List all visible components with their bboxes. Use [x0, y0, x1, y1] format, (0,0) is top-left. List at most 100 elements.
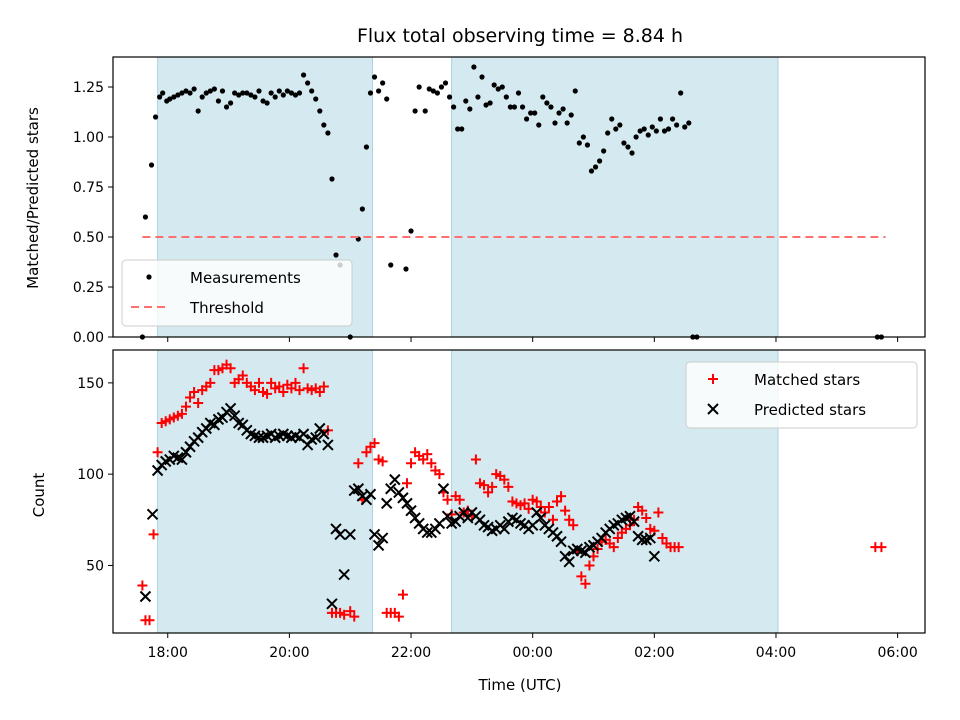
- matched-stars-point: [422, 449, 433, 460]
- measurements-point: [495, 86, 501, 92]
- measurements-point: [686, 120, 692, 126]
- measurements-point: [211, 86, 217, 92]
- measurements-point: [280, 92, 286, 98]
- matched-stars-point: [499, 474, 510, 485]
- measurements-point: [268, 90, 274, 96]
- measurements-point: [674, 122, 680, 128]
- measurements-point: [171, 94, 177, 100]
- matched-stars-point: [314, 386, 325, 397]
- predicted-stars-point: [310, 431, 322, 444]
- measurements-point: [240, 90, 246, 96]
- predicted-stars-point: [563, 556, 575, 568]
- predicted-stars-point: [180, 446, 192, 458]
- matched-stars-point: [148, 529, 159, 540]
- predicted-stars-point: [385, 483, 397, 495]
- measurements-point: [601, 148, 607, 154]
- matched-stars-point: [249, 385, 260, 396]
- measurements-point: [183, 88, 189, 94]
- measurements-point: [236, 92, 242, 98]
- matched-stars-point: [205, 377, 216, 388]
- predicted-stars-point: [409, 512, 421, 524]
- measurements-point: [207, 88, 213, 94]
- measurements-point: [333, 252, 339, 258]
- y-tick-label: 100: [77, 467, 104, 483]
- measurements-point: [467, 106, 473, 112]
- matched-stars-point: [406, 458, 417, 469]
- legend: Measurements Threshold: [121, 259, 353, 327]
- measurements-point: [157, 94, 163, 100]
- matched-stars-point: [397, 589, 408, 600]
- measurements-point: [540, 94, 546, 100]
- axes-frame: [112, 56, 926, 338]
- y-tick-label: 150: [77, 376, 104, 392]
- matched-stars-point: [349, 611, 360, 622]
- measurements-point: [678, 90, 684, 96]
- measurements-point: [560, 106, 566, 112]
- matched-stars-point: [418, 454, 429, 465]
- measurements-point: [422, 108, 428, 114]
- measurements-point: [223, 104, 230, 110]
- measurements-point: [434, 90, 440, 96]
- matched-stars-point: [519, 498, 530, 509]
- predicted-stars-point: [146, 508, 159, 521]
- y-tick-label: 0.75: [73, 180, 104, 196]
- top-panel: 0.00 0.25 0.50 0.75 1.00 1.25 Measurements Thre…: [73, 56, 926, 346]
- measurements-point: [438, 84, 445, 90]
- x-tick-label: 04:00: [756, 645, 796, 661]
- legend: Matched stars Predicted stars: [685, 361, 918, 429]
- measurements-point: [203, 90, 209, 96]
- measurements-point: [325, 130, 331, 136]
- y-tick-label: 0.25: [73, 280, 104, 296]
- predicted-stars-point: [322, 439, 334, 451]
- measurements-point: [252, 94, 258, 100]
- observing-window-shade: [451, 57, 779, 337]
- predicted-stars-point: [429, 523, 442, 535]
- measurements-point: [544, 100, 550, 106]
- matched-stars-point: [339, 609, 350, 620]
- predicted-stars-point: [360, 494, 373, 506]
- matched-stars-point: [318, 381, 329, 392]
- predicted-stars-point: [176, 453, 188, 466]
- matched-stars-point: [193, 397, 204, 408]
- measurements-point: [641, 126, 647, 132]
- predicted-stars-point: [192, 431, 204, 444]
- measurements-point: [637, 128, 643, 134]
- matched-stars-point: [290, 377, 301, 388]
- predicted-stars-point: [228, 410, 241, 422]
- y-tick-label: 0.50: [73, 230, 104, 246]
- measurements-point: [152, 114, 159, 120]
- measurements-point: [359, 206, 365, 212]
- matched-stars-point: [673, 542, 684, 553]
- predicted-stars-point: [326, 598, 338, 610]
- predicted-stars-point: [200, 422, 212, 435]
- measurements-point: [665, 126, 672, 132]
- predicted-stars-point: [297, 428, 310, 440]
- matched-stars-point: [547, 514, 558, 525]
- legend-marker: [146, 274, 152, 280]
- matched-stars-point: [612, 533, 623, 544]
- measurements-point: [248, 92, 254, 98]
- measurements-point: [503, 94, 509, 100]
- matched-stars-point: [345, 606, 356, 617]
- legend-label: Threshold: [189, 299, 264, 317]
- measurements-point: [179, 90, 185, 96]
- predicted-stars-point: [401, 497, 413, 510]
- predicted-stars-point: [413, 517, 425, 530]
- measurements-point: [471, 64, 477, 70]
- measurements-point: [524, 116, 530, 122]
- measurements-point: [491, 82, 497, 88]
- legend-label: Predicted stars: [754, 401, 866, 419]
- matched-stars-point: [225, 363, 236, 374]
- measurements-point: [363, 144, 370, 150]
- measurements-point: [380, 80, 386, 86]
- bottom-y-axis-label: Count: [30, 473, 48, 518]
- matched-stars-point: [137, 580, 148, 591]
- y-tick-label: 0.00: [73, 330, 104, 346]
- matched-stars-point: [294, 385, 305, 396]
- measurements-point: [633, 134, 639, 140]
- measurements-point: [403, 266, 409, 272]
- measurements-point: [408, 228, 414, 234]
- measurements-point: [572, 88, 578, 94]
- measurements-point: [592, 164, 599, 170]
